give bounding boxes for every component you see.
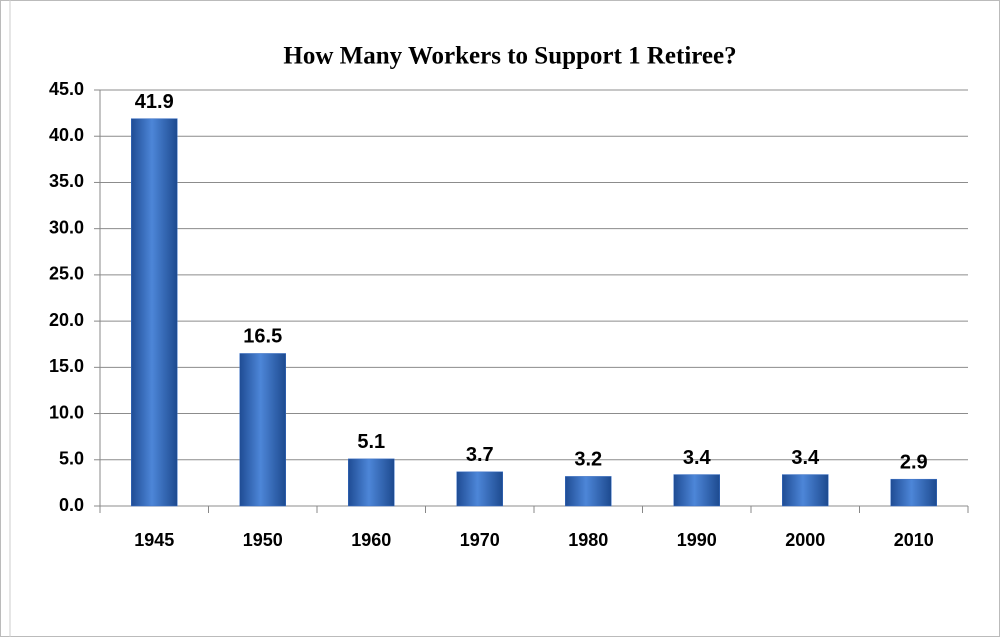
bar: [782, 474, 829, 507]
x-tick-label: 1945: [134, 530, 174, 550]
data-label: 41.9: [135, 91, 174, 113]
y-tick-label: 20.0: [49, 310, 84, 330]
y-tick-label: 15.0: [49, 356, 84, 376]
y-tick-label: 25.0: [49, 264, 84, 284]
bar: [673, 474, 720, 507]
y-tick-label: 10.0: [49, 402, 84, 422]
x-tick-label: 1950: [243, 530, 283, 550]
data-label: 5.1: [357, 431, 385, 453]
x-tick-label: 1970: [460, 530, 500, 550]
data-label: 3.7: [466, 444, 494, 466]
bar: [890, 478, 937, 507]
bar: [565, 476, 612, 507]
data-label: 3.4: [791, 447, 820, 469]
data-label: 2.9: [900, 451, 928, 473]
y-tick-label: 40.0: [49, 125, 84, 145]
x-tick-label: 1980: [568, 530, 608, 550]
y-tick-label: 45.0: [49, 79, 84, 99]
chart-title: How Many Workers to Support 1 Retiree?: [283, 43, 736, 70]
x-tick-label: 2000: [785, 530, 825, 550]
y-tick-label: 5.0: [59, 449, 84, 469]
data-label: 3.4: [683, 447, 712, 469]
data-label: 3.2: [574, 449, 602, 471]
bar: [348, 458, 395, 507]
y-tick-label: 30.0: [49, 217, 84, 237]
x-tick-label: 1960: [351, 530, 391, 550]
data-label: 16.5: [243, 326, 282, 348]
bar: [456, 471, 503, 507]
bar: [131, 118, 178, 507]
bar: [239, 353, 286, 507]
x-tick-label: 2010: [894, 530, 934, 550]
y-tick-label: 35.0: [49, 171, 84, 191]
y-tick-label: 0.0: [59, 495, 84, 515]
x-tick-label: 1990: [677, 530, 717, 550]
